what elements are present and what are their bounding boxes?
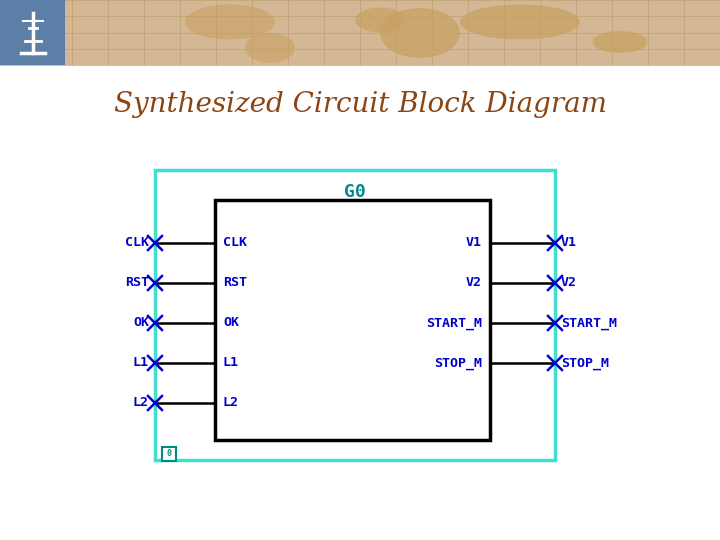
Ellipse shape	[593, 31, 647, 53]
Text: START_M: START_M	[561, 316, 617, 329]
Text: L1: L1	[223, 356, 239, 369]
Text: Synthesized Circuit Block Diagram: Synthesized Circuit Block Diagram	[114, 91, 606, 118]
Text: L1: L1	[133, 356, 149, 369]
Ellipse shape	[185, 4, 275, 39]
Ellipse shape	[355, 8, 405, 32]
Bar	[155, 170, 555, 460]
Text: V2: V2	[561, 276, 577, 289]
Text: V1: V1	[466, 237, 482, 249]
Bar	[0, 0, 65, 65]
Text: STOP_M: STOP_M	[561, 356, 609, 369]
Text: 0: 0	[166, 449, 171, 458]
Text: CLK: CLK	[125, 237, 149, 249]
Text: L2: L2	[223, 396, 239, 409]
Ellipse shape	[380, 8, 460, 58]
Text: RST: RST	[125, 276, 149, 289]
Text: OK: OK	[223, 316, 239, 329]
Bar	[0, 0, 720, 65]
Text: L2: L2	[133, 396, 149, 409]
Text: V1: V1	[561, 237, 577, 249]
Text: G0: G0	[344, 183, 366, 201]
Text: V2: V2	[466, 276, 482, 289]
Ellipse shape	[245, 33, 295, 63]
Bar	[215, 200, 490, 440]
Text: STOP_M: STOP_M	[434, 356, 482, 369]
Bar	[162, 447, 176, 461]
Text: OK: OK	[133, 316, 149, 329]
Text: CLK: CLK	[223, 237, 247, 249]
Ellipse shape	[460, 4, 580, 39]
Text: RST: RST	[223, 276, 247, 289]
Text: START_M: START_M	[426, 316, 482, 329]
